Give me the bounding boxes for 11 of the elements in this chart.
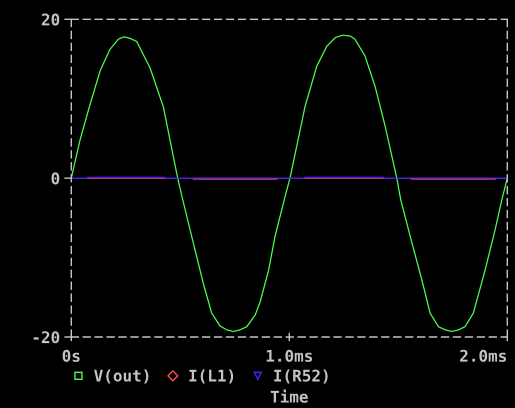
line-series xyxy=(71,34,508,332)
x-tick-label: 1.0ms xyxy=(266,350,312,362)
x-tick-label: 0s xyxy=(62,350,80,362)
x-axis-title: Time xyxy=(270,390,308,403)
legend-label: V(out) xyxy=(94,369,148,384)
y-tick-label: 0 xyxy=(52,172,60,184)
y-tick-label: 20 xyxy=(42,14,60,26)
legend-label: I(R52) xyxy=(274,369,328,384)
y-tick-label: -20 xyxy=(34,331,60,344)
x-tick-label: 2.0ms xyxy=(460,350,506,362)
legend-label: I(L1) xyxy=(189,369,234,384)
